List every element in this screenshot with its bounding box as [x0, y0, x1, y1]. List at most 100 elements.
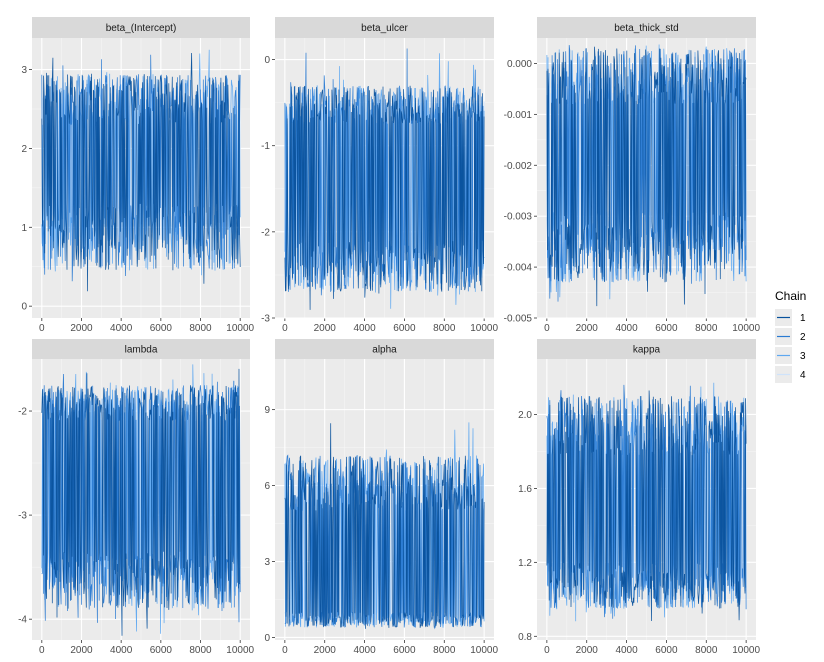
y-tick-label: -2	[261, 227, 270, 238]
y-tick-label: -3	[261, 314, 270, 325]
y-tick-label: 3	[21, 65, 27, 76]
chain-trace-1	[546, 390, 747, 622]
chain-trace-1	[546, 46, 747, 307]
trace-lines	[546, 44, 747, 307]
facet-panel: alpha 0 2000 4000 6000 8000 10000 0 3 6 9	[264, 339, 498, 656]
y-tick-label: -0.002	[504, 161, 533, 172]
facet-panel: beta_ulcer 0 2000 4000 6000 8000 10000 -3 -2 -1 0	[261, 17, 498, 334]
x-tick-label: 0	[282, 645, 288, 656]
x-tick-label: 4000	[110, 645, 133, 656]
x-tick-label: 10000	[470, 645, 498, 656]
legend-label: 2	[800, 332, 806, 343]
legend-label: 4	[800, 370, 806, 381]
x-tick-label: 10000	[732, 645, 760, 656]
chain-trace-1	[41, 368, 241, 636]
chain-trace-1	[284, 85, 485, 310]
x-tick-label: 8000	[695, 323, 718, 334]
legend-title: Chain	[775, 289, 806, 303]
x-tick-label: 4000	[615, 645, 638, 656]
facet-strip	[537, 17, 756, 38]
x-tick-label: 8000	[433, 645, 456, 656]
x-tick-label: 6000	[655, 645, 678, 656]
facet-strip	[32, 339, 250, 359]
x-tick-label: 8000	[433, 323, 456, 334]
facet-strip	[275, 17, 494, 38]
x-tick-label: 10000	[226, 645, 254, 656]
facet-title: beta_thick_std	[614, 23, 679, 34]
x-tick-label: 10000	[226, 323, 254, 334]
x-tick-label: 0	[282, 323, 288, 334]
x-tick-label: 4000	[110, 323, 133, 334]
x-tick-label: 6000	[393, 323, 416, 334]
y-tick-label: 3	[264, 557, 270, 568]
facet-strip	[537, 339, 756, 359]
trace-lines	[284, 48, 485, 310]
x-tick-label: 6000	[150, 645, 173, 656]
y-tick-label: -0.005	[504, 314, 533, 325]
x-tick-label: 8000	[695, 645, 718, 656]
y-tick-label: -2	[18, 407, 27, 418]
x-tick-label: 4000	[615, 323, 638, 334]
y-tick-label: -4	[18, 615, 27, 626]
chain-trace-1	[41, 52, 241, 292]
facet-title: lambda	[125, 345, 158, 356]
y-tick-label: 2.0	[518, 410, 532, 421]
x-tick-label: 10000	[470, 323, 498, 334]
trace-lines	[284, 422, 485, 630]
chain-legend: Chain 1 2 3 4	[775, 289, 806, 383]
y-tick-label: 0.000	[507, 59, 532, 70]
facet-panel: beta_(Intercept) 0 2000 4000 6000 8000 10000 0 1…	[21, 17, 255, 334]
x-tick-label: 2000	[314, 645, 337, 656]
legend-label: 1	[800, 313, 806, 324]
x-tick-label: 2000	[576, 323, 599, 334]
y-tick-label: 0.8	[518, 632, 532, 643]
x-tick-label: 8000	[189, 323, 212, 334]
x-tick-label: 2000	[70, 645, 93, 656]
x-tick-label: 2000	[70, 323, 93, 334]
x-tick-label: 6000	[655, 323, 678, 334]
legend-label: 3	[800, 351, 806, 362]
y-tick-label: 1.2	[518, 558, 532, 569]
y-tick-label: 1.6	[518, 484, 532, 495]
x-tick-label: 10000	[732, 323, 760, 334]
chain-trace-1	[284, 423, 485, 629]
facet-strip	[32, 17, 250, 38]
facet-title: kappa	[633, 345, 661, 356]
facet-panel: kappa 0 2000 4000 6000 8000 10000 0.8 1.2 1.6 2.0	[518, 339, 760, 656]
x-tick-label: 0	[39, 645, 45, 656]
trace-lines	[546, 382, 747, 622]
x-tick-label: 2000	[576, 645, 599, 656]
x-tick-label: 6000	[150, 323, 173, 334]
facet-panels: beta_(Intercept)0 2000 4000 6000 8000 1000001…	[18, 17, 760, 656]
y-tick-label: 0	[264, 55, 270, 66]
x-tick-label: 0	[544, 645, 550, 656]
trace-lines	[41, 49, 241, 292]
y-tick-label: 6	[264, 481, 270, 492]
trace-lines	[41, 364, 241, 636]
y-tick-label: 0	[21, 302, 27, 313]
facet-title: alpha	[372, 345, 397, 356]
x-tick-label: 2000	[314, 323, 337, 334]
y-tick-label: 2	[21, 144, 27, 155]
x-tick-label: 8000	[189, 645, 212, 656]
facet-panel: beta_thick_std 0 2000 4000 6000 8000 10000 -0.0…	[504, 17, 760, 334]
y-tick-label: 1	[21, 223, 27, 234]
y-tick-label: 9	[264, 405, 270, 416]
y-tick-label: -0.004	[504, 263, 533, 274]
x-tick-label: 6000	[393, 645, 416, 656]
x-tick-label: 4000	[353, 645, 376, 656]
y-tick-label: -3	[18, 511, 27, 522]
facet-title: beta_(Intercept)	[106, 23, 177, 34]
x-tick-label: 0	[39, 323, 45, 334]
y-tick-label: -1	[261, 141, 270, 152]
chain-trace-3	[546, 382, 747, 622]
y-tick-label: 0	[264, 633, 270, 644]
x-tick-label: 4000	[353, 323, 376, 334]
facet-title: beta_ulcer	[361, 23, 408, 34]
facet-panel: lambda 0 2000 4000 6000 8000 10000 -4 -3 -2	[18, 339, 255, 656]
x-tick-label: 0	[544, 323, 550, 334]
y-tick-label: -0.001	[504, 110, 533, 121]
facet-strip	[275, 339, 494, 359]
y-tick-label: -0.003	[504, 212, 533, 223]
